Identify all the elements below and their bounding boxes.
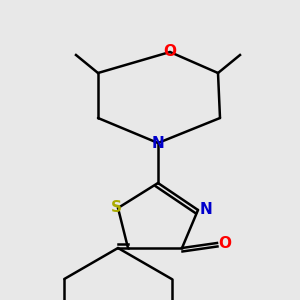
Text: S: S [110, 200, 122, 215]
Text: N: N [152, 136, 164, 151]
Text: O: O [218, 236, 232, 250]
Text: O: O [164, 44, 176, 59]
Text: N: N [200, 202, 212, 217]
